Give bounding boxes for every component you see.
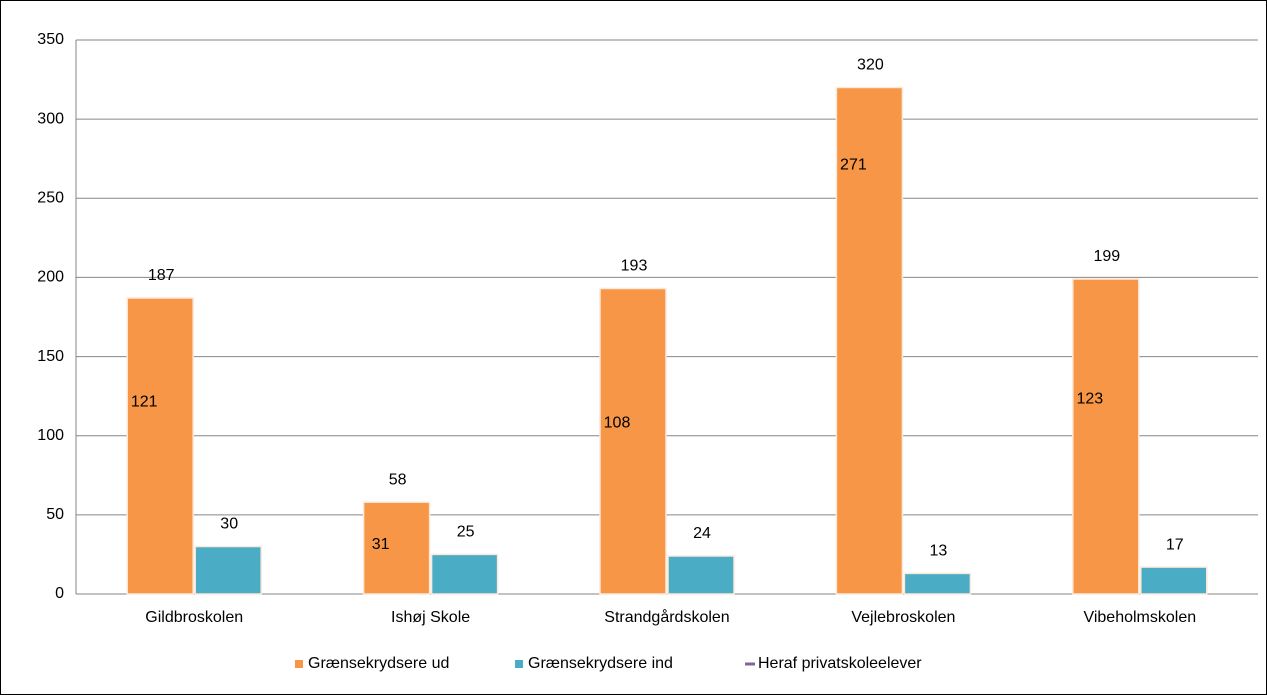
y-tick-label: 50 [46,506,64,523]
y-tick-label: 100 [37,427,64,444]
legend-swatch [515,660,523,668]
bar [835,86,904,595]
data-label: 320 [857,57,884,74]
data-label: 25 [457,524,475,541]
data-label: 199 [1093,248,1120,265]
y-tick-label: 250 [37,190,64,207]
data-label: 121 [131,394,158,411]
bar [362,501,431,595]
bar [599,287,667,595]
bar [1140,566,1208,595]
data-label: 108 [604,414,631,431]
data-label: 123 [1076,391,1103,408]
bar [903,572,972,595]
bar [430,553,499,595]
x-tick-label: Gildbroskolen [145,609,243,626]
data-label: 30 [220,516,238,533]
y-tick-label: 150 [37,348,64,365]
data-label: 13 [930,543,948,560]
legend-swatch [295,660,303,668]
y-tick-label: 350 [37,31,64,48]
legend-label: Grænsekrydsere ud [308,655,449,672]
legend-label: Grænsekrydsere ind [528,655,673,672]
x-tick-label: Ishøj Skole [391,609,470,626]
data-label: 31 [372,536,390,553]
bar [1072,278,1140,595]
y-tick-label: 300 [37,110,64,127]
data-label: 17 [1166,536,1184,553]
x-tick-label: Vejlebroskolen [851,609,955,626]
y-tick-label: 0 [55,585,64,602]
data-label: 187 [148,267,175,284]
x-tick-label: Strandgårdskolen [604,608,729,626]
bar [194,545,262,595]
data-label: 271 [840,156,867,173]
legend-label: Heraf privatskoleelever [758,655,922,672]
x-tick-label: Vibeholmskolen [1083,609,1196,626]
legend-swatch [745,662,755,666]
data-label: 193 [621,258,648,275]
data-label: 58 [389,471,407,488]
data-label: 24 [693,525,711,542]
bar [126,297,194,595]
y-tick-label: 200 [37,269,64,286]
bar [667,555,735,595]
